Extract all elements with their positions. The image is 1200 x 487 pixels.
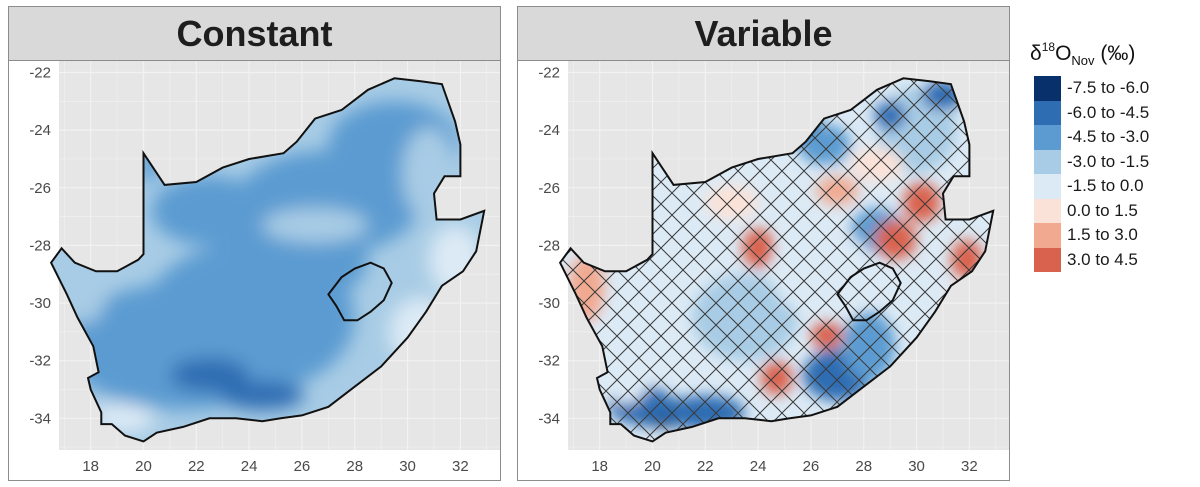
legend-item: 0.0 to 1.5	[1026, 198, 1196, 224]
south-africa-border	[558, 77, 995, 443]
legend-swatch	[1034, 125, 1061, 150]
x-tick-label: 30	[908, 458, 925, 475]
variable-panel: Variable -22 -24 -26 -28 -30 -32 -34 18 20 22 24 2…	[517, 6, 1010, 481]
y-tick-label: -34	[29, 410, 51, 427]
legend-swatch	[1034, 223, 1061, 248]
x-tick-label: 26	[294, 458, 311, 475]
legend-label: 0.0 to 1.5	[1067, 200, 1138, 220]
x-tick-label: 20	[644, 458, 661, 475]
y-tick-label: -28	[29, 237, 51, 254]
y-tick-label: -26	[29, 180, 51, 197]
lesotho-border	[327, 261, 393, 322]
x-tick-label: 22	[697, 458, 714, 475]
y-tick-label: -30	[538, 295, 560, 312]
y-tick-label: -22	[29, 65, 51, 82]
y-tick-label: -34	[538, 410, 560, 427]
legend-title: δ18ONov (‰)	[1030, 40, 1136, 69]
x-axis-labels: 18 20 22 24 26 28 30 32	[82, 458, 468, 475]
variable-panel-title: Variable	[518, 7, 1009, 61]
legend-swatch	[1034, 149, 1061, 175]
constant-panel: Constant -22 -24 -26 -28 -30 -32 -34 18 20 22 24 2…	[8, 6, 501, 481]
x-tick-label: 26	[803, 458, 820, 475]
legend-label: 1.5 to 3.0	[1067, 225, 1138, 245]
y-tick-label: -28	[538, 237, 560, 254]
legend-item: -7.5 to -6.0	[1026, 76, 1196, 101]
legend-item: 1.5 to 3.0	[1026, 223, 1196, 248]
legend-label: -1.5 to 0.0	[1067, 176, 1144, 196]
legend-item: -6.0 to -4.5	[1026, 100, 1196, 126]
x-tick-label: 28	[346, 458, 363, 475]
legend: δ18ONov (‰) -7.5 to -6.0 -6.0 to -4.5 -4.5…	[1026, 40, 1196, 273]
legend-label: -7.5 to -6.0	[1067, 78, 1150, 98]
y-tick-label: -26	[538, 180, 560, 197]
y-axis-labels: -22 -24 -26 -28 -30 -32 -34	[538, 65, 560, 428]
x-tick-label: 22	[188, 458, 205, 475]
y-axis-labels: -22 -24 -26 -28 -30 -32 -34	[29, 65, 51, 428]
south-africa-border	[49, 77, 486, 443]
y-tick-label: -24	[538, 122, 560, 139]
x-tick-label: 32	[452, 458, 469, 475]
x-tick-label: 32	[961, 458, 978, 475]
x-tick-label: 24	[241, 458, 258, 475]
legend-label: -4.5 to -3.0	[1067, 127, 1150, 147]
y-tick-label: -32	[538, 353, 560, 370]
legend-item: -3.0 to -1.5	[1026, 149, 1196, 175]
y-tick-label: -30	[29, 295, 51, 312]
legend-item: -1.5 to 0.0	[1026, 174, 1196, 199]
x-tick-label: 18	[82, 458, 99, 475]
x-tick-label: 28	[855, 458, 872, 475]
legend-label: 3.0 to 4.5	[1067, 249, 1138, 269]
legend-swatch	[1034, 198, 1061, 224]
constant-panel-title: Constant	[9, 7, 500, 61]
legend-items: -7.5 to -6.0 -6.0 to -4.5 -4.5 to -3.0 -3.0…	[1026, 76, 1196, 273]
x-tick-label: 18	[591, 458, 608, 475]
y-tick-label: -24	[29, 122, 51, 139]
x-axis-labels: 18 20 22 24 26 28 30 32	[591, 458, 977, 475]
legend-label: -3.0 to -1.5	[1067, 151, 1150, 171]
x-tick-label: 30	[399, 458, 416, 475]
x-tick-label: 20	[135, 458, 152, 475]
legend-item: 3.0 to 4.5	[1026, 247, 1196, 273]
legend-label: -6.0 to -4.5	[1067, 102, 1150, 122]
x-tick-label: 24	[750, 458, 767, 475]
constant-map: -22 -24 -26 -28 -30 -32 -34 18 20 22 24 26 28 30 32	[29, 61, 500, 475]
legend-swatch	[1034, 76, 1061, 101]
legend-item: -4.5 to -3.0	[1026, 125, 1196, 150]
y-tick-label: -22	[538, 65, 560, 82]
legend-swatch	[1034, 247, 1061, 273]
legend-swatch	[1034, 174, 1061, 199]
lesotho-border	[836, 261, 902, 322]
legend-swatch	[1034, 100, 1061, 126]
variable-map: -22 -24 -26 -28 -30 -32 -34 18 20 22 24 26 28 30 32	[538, 61, 1009, 475]
y-tick-label: -32	[29, 353, 51, 370]
